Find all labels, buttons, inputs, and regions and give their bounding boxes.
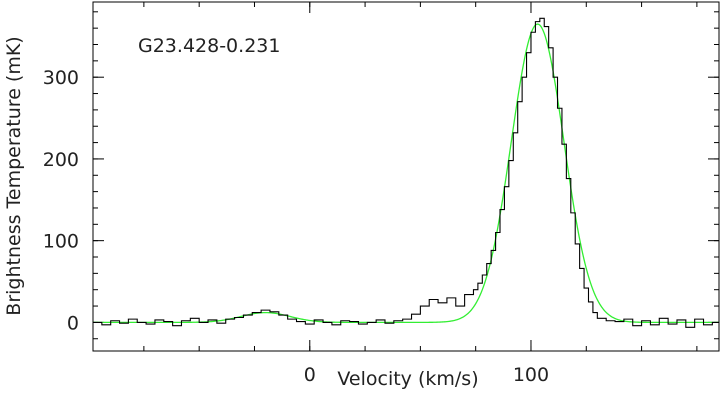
x-tick-label: 100 [513,364,549,386]
source-label: G23.428-0.231 [138,35,280,57]
gaussian-fit-line [93,23,719,324]
minor-ticks [93,2,719,351]
y-tick-label: 200 [43,149,79,171]
y-tick-label: 0 [67,312,79,334]
x-tick-label: 0 [304,364,316,386]
data-layer [93,17,719,328]
spectrum-step-line [93,17,719,328]
y-axis-label: Brightness Temperature (mK) [3,36,25,315]
y-tick-label: 300 [43,67,79,89]
x-axis-label: Velocity (km/s) [337,368,478,390]
tick-labels: 0 100 0 100 200 300 [43,67,549,386]
plot-frame [92,1,720,352]
y-tick-label: 100 [43,231,79,253]
